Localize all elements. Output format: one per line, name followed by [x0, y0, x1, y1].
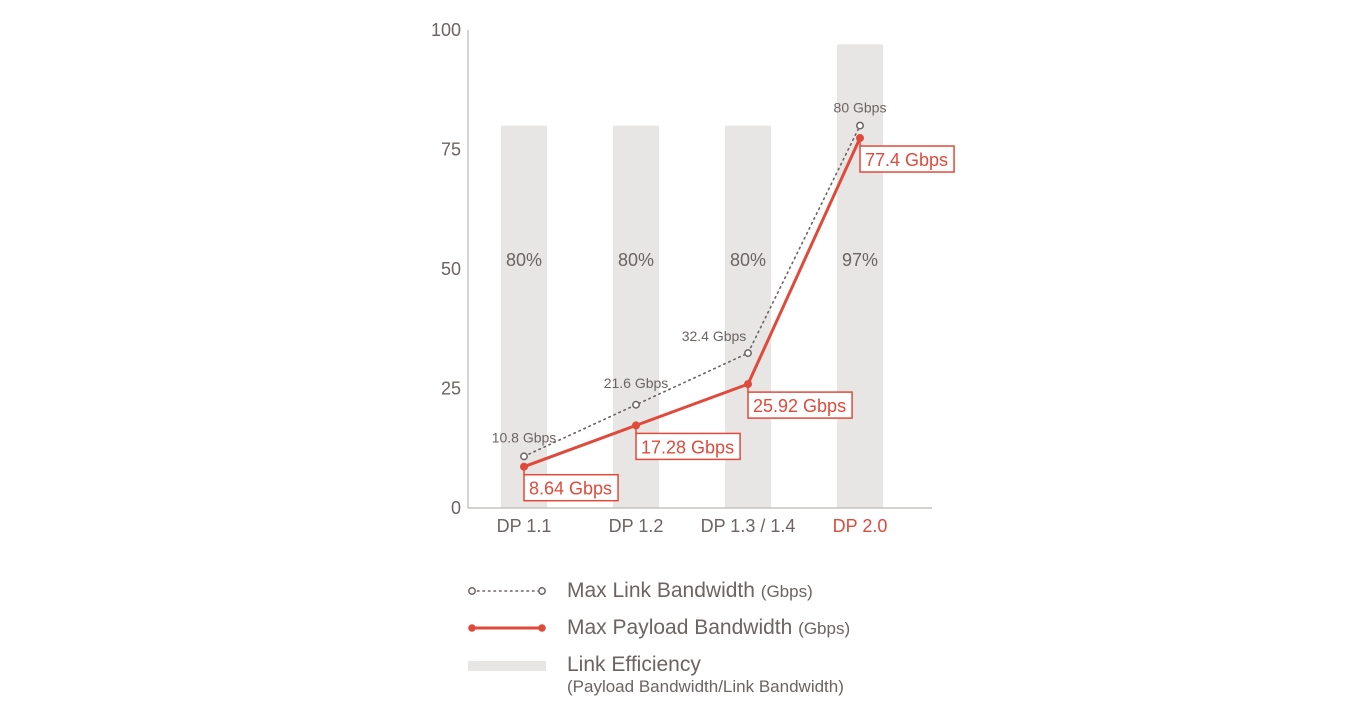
payload-label-frame	[747, 391, 853, 419]
y-tick-label: 0	[451, 498, 461, 518]
y-tick-label: 75	[441, 140, 461, 160]
link-bandwidth-point	[632, 400, 640, 409]
link-bandwidth-point	[520, 452, 528, 461]
efficiency-label: 80%	[618, 250, 654, 270]
payload-bandwidth-label: 17.28 Gbps	[641, 437, 734, 457]
payload-label-frame	[859, 145, 955, 173]
y-tick-labels: 0 25 50 75 100	[431, 20, 461, 518]
y-tick-label: 50	[441, 259, 461, 279]
efficiency-bar	[501, 125, 547, 508]
efficiency-bar	[837, 44, 883, 509]
legend-link-label: Max Link Bandwidth	[567, 579, 755, 602]
payload-label-box: 25.92 Gbps	[747, 384, 853, 419]
payload-label-frame	[523, 473, 619, 502]
link-bandwidth-label: 80 Gbps	[834, 100, 887, 116]
efficiency-bars	[501, 44, 883, 509]
x-category-label: DP 1.1	[497, 516, 552, 536]
legend-link-unit: (Gbps)	[761, 582, 813, 601]
legend-item-payload: Max Payload Bandwidth (Gbps)	[468, 616, 850, 639]
link-bandwidth-series	[520, 121, 864, 461]
legend-open-dot-icon	[468, 587, 476, 595]
svg-text:Max Link Bandwidth (Gbps): Max Link Bandwidth (Gbps)	[567, 579, 813, 602]
payload-bandwidth-label: 25.92 Gbps	[753, 396, 846, 416]
legend-open-dot-icon	[538, 587, 546, 595]
payload-label-box: 17.28 Gbps	[635, 425, 741, 461]
value-annotations: 10.8 Gbps 21.6 Gbps 32.4 Gbps 80 Gbps 8.64 G…	[492, 100, 955, 502]
x-category-labels: DP 1.1 DP 1.2 DP 1.3 / 1.4 DP 2.0	[497, 516, 888, 536]
payload-label-box: 8.64 Gbps	[523, 466, 619, 502]
legend-item-link: Max Link Bandwidth (Gbps)	[468, 579, 813, 602]
chart-legend: Max Link Bandwidth (Gbps) Max Payload Ba…	[468, 579, 850, 696]
legend-payload-unit: (Gbps)	[798, 619, 850, 638]
y-tick-label: 25	[441, 379, 461, 399]
payload-bandwidth-line	[523, 137, 862, 469]
efficiency-label: 80%	[506, 250, 542, 270]
chart-axes	[467, 30, 932, 509]
efficiency-label: 80%	[730, 250, 766, 270]
legend-payload-label: Max Payload Bandwidth	[567, 616, 792, 639]
efficiency-labels: 80% 80% 80% 97%	[506, 250, 878, 270]
link-bandwidth-point	[856, 121, 864, 130]
payload-bandwidth-label: 77.4 Gbps	[865, 150, 948, 170]
link-bandwidth-label: 21.6 Gbps	[604, 375, 669, 391]
payload-bandwidth-series	[520, 134, 864, 471]
y-tick-label: 100	[431, 20, 461, 40]
efficiency-label: 97%	[842, 250, 878, 270]
link-bandwidth-label: 32.4 Gbps	[682, 328, 747, 344]
legend-efficiency-sub: (Payload Bandwidth/Link Bandwidth)	[567, 677, 844, 696]
legend-efficiency-label: Link Efficiency	[567, 653, 701, 676]
legend-filled-dot-icon	[468, 624, 476, 632]
legend-bar-swatch-icon	[468, 661, 546, 671]
link-bandwidth-line	[523, 124, 861, 458]
x-category-label: DP 1.2	[609, 516, 664, 536]
legend-item-efficiency: Link Efficiency (Payload Bandwidth/Link …	[468, 653, 844, 696]
payload-label-frame	[635, 432, 741, 461]
svg-text:Max Payload Bandwidth (Gbps): Max Payload Bandwidth (Gbps)	[567, 616, 850, 639]
payload-bandwidth-label: 8.64 Gbps	[529, 479, 612, 499]
x-category-label: DP 1.3 / 1.4	[701, 516, 796, 536]
payload-label-box: 77.4 Gbps	[859, 138, 955, 173]
link-bandwidth-label: 10.8 Gbps	[492, 429, 557, 445]
x-category-label: DP 2.0	[833, 516, 888, 536]
legend-filled-dot-icon	[538, 624, 546, 632]
link-bandwidth-point	[744, 349, 752, 358]
